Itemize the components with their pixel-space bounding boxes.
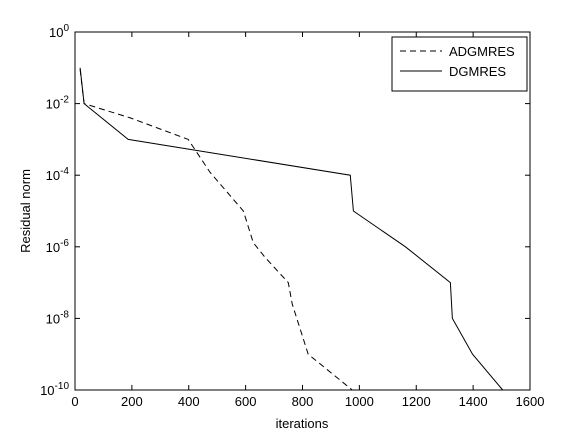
y-tick-label: 10-8 bbox=[46, 309, 70, 326]
y-tick-label: 10-2 bbox=[46, 95, 70, 112]
x-tick-label: 400 bbox=[178, 394, 200, 409]
line bbox=[79, 69, 353, 391]
y-tick-label: 10-4 bbox=[46, 166, 70, 183]
y-tick-label: 10-6 bbox=[46, 238, 70, 255]
line bbox=[79, 67, 504, 391]
x-tick-label: 1000 bbox=[345, 394, 374, 409]
y-axis-label: Residual norm bbox=[18, 169, 33, 253]
x-tick-label: 600 bbox=[235, 394, 257, 409]
x-tick-label: 0 bbox=[71, 394, 78, 409]
x-tick-label: 200 bbox=[121, 394, 143, 409]
x-tick-label: 1400 bbox=[459, 394, 488, 409]
y-tick-label: 10-10 bbox=[40, 381, 69, 398]
legend-box bbox=[391, 36, 528, 92]
x-tick-label: 1600 bbox=[516, 394, 545, 409]
legend-label: ADGMRES bbox=[449, 44, 515, 59]
x-tick-label: 1200 bbox=[402, 394, 431, 409]
x-axis-label: iterations bbox=[276, 416, 329, 431]
x-tick-label: 800 bbox=[292, 394, 314, 409]
y-tick-label: 100 bbox=[49, 23, 69, 40]
legend-label: DGMRES bbox=[449, 64, 506, 79]
